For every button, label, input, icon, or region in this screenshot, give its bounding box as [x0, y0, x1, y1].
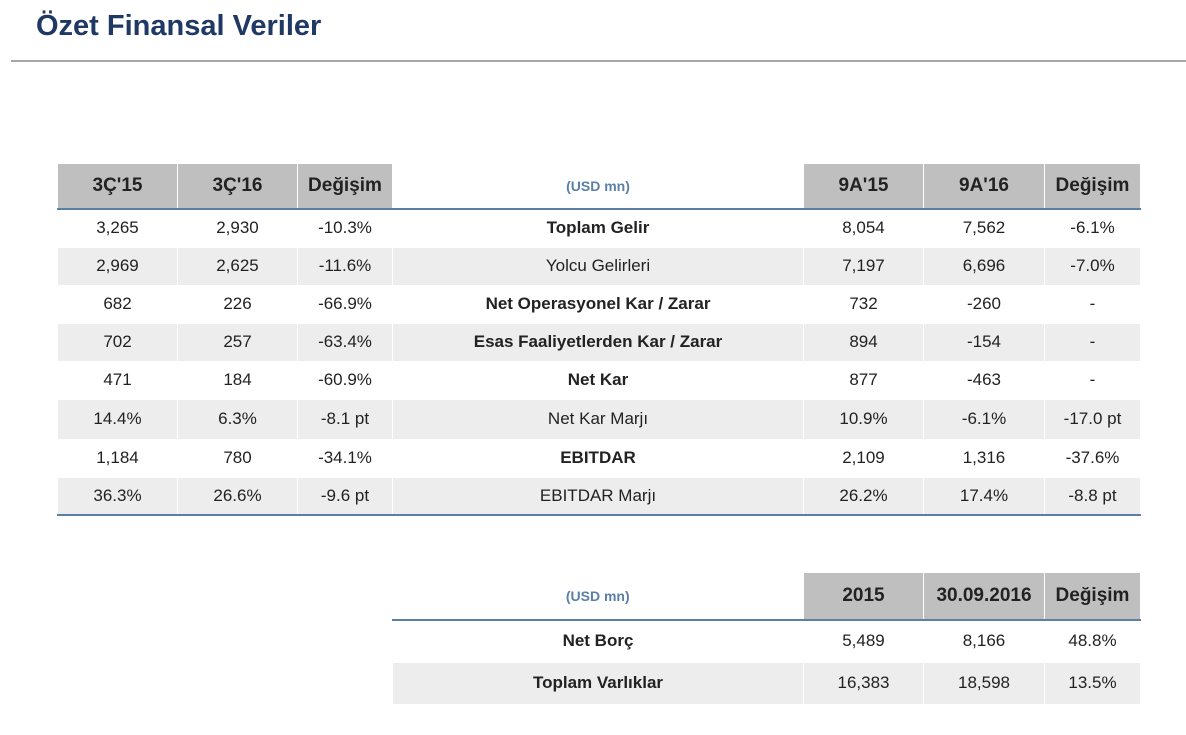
table-row: 3,265 2,930 -10.3% Toplam Gelir 8,054 7,… — [57, 209, 1141, 248]
cell-2015: 16,383 — [803, 662, 924, 705]
cell-quarter-change: -10.3% — [297, 209, 393, 248]
cell-9m-2015: 894 — [803, 323, 924, 362]
cell-change: 48.8% — [1044, 620, 1141, 663]
column-header-9m-change: Değişim — [1044, 164, 1141, 210]
cell-9m-2016: -463 — [923, 361, 1045, 400]
table-header-row: 3Ç'15 3Ç'16 Değişim (USD mn) 9A'15 9A'16… — [57, 164, 1141, 210]
balance-sheet-table: (USD mn) 2015 30.09.2016 Değişim Net Bor… — [392, 573, 1141, 705]
cell-q3-2016: 26.6% — [177, 477, 298, 516]
unit-label: (USD mn) — [392, 164, 804, 210]
column-header-9m-2016: 9A'16 — [923, 164, 1045, 210]
cell-9m-2016: 17.4% — [923, 477, 1045, 516]
row-label: EBITDAR — [392, 439, 804, 478]
row-label: EBITDAR Marjı — [392, 477, 804, 516]
cell-9m-2015: 7,197 — [803, 247, 924, 286]
row-label: Net Borç — [392, 620, 804, 663]
cell-9m-2015: 10.9% — [803, 399, 924, 440]
title-divider — [11, 60, 1186, 62]
cell-q3-2015: 682 — [57, 285, 178, 324]
summary-financials-table: 3Ç'15 3Ç'16 Değişim (USD mn) 9A'15 9A'16… — [57, 164, 1141, 516]
cell-9m-change: -17.0 pt — [1044, 399, 1141, 440]
column-header-q3-2015: 3Ç'15 — [57, 164, 178, 210]
cell-q3-2015: 471 — [57, 361, 178, 400]
cell-9m-change: -6.1% — [1044, 209, 1141, 248]
table-row: 2,969 2,625 -11.6% Yolcu Gelirleri 7,197… — [57, 247, 1141, 286]
table-row: 471 184 -60.9% Net Kar 877 -463 - — [57, 361, 1141, 400]
row-label: Toplam Varlıklar — [392, 662, 804, 705]
column-header-30-09-2016: 30.09.2016 — [923, 573, 1045, 621]
cell-q3-2015: 2,969 — [57, 247, 178, 286]
table-row: 36.3% 26.6% -9.6 pt EBITDAR Marjı 26.2% … — [57, 477, 1141, 516]
cell-q3-2015: 1,184 — [57, 439, 178, 478]
cell-quarter-change: -8.1 pt — [297, 399, 393, 440]
column-header-quarter-change: Değişim — [297, 164, 393, 210]
cell-quarter-change: -11.6% — [297, 247, 393, 286]
cell-q3-2016: 184 — [177, 361, 298, 400]
cell-quarter-change: -9.6 pt — [297, 477, 393, 516]
cell-q3-2015: 36.3% — [57, 477, 178, 516]
table-row: 702 257 -63.4% Esas Faaliyetlerden Kar /… — [57, 323, 1141, 362]
cell-9m-change: - — [1044, 285, 1141, 324]
cell-change: 13.5% — [1044, 662, 1141, 705]
cell-q3-2016: 2,930 — [177, 209, 298, 248]
cell-30-09-2016: 8,166 — [923, 620, 1045, 663]
row-label: Esas Faaliyetlerden Kar / Zarar — [392, 323, 804, 362]
cell-q3-2016: 2,625 — [177, 247, 298, 286]
page-title: Özet Finansal Veriler — [36, 10, 322, 42]
cell-quarter-change: -63.4% — [297, 323, 393, 362]
column-header-2015: 2015 — [803, 573, 924, 621]
cell-9m-2016: 1,316 — [923, 439, 1045, 478]
table-row: Toplam Varlıklar 16,383 18,598 13.5% — [392, 662, 1141, 705]
cell-q3-2016: 257 — [177, 323, 298, 362]
cell-q3-2015: 702 — [57, 323, 178, 362]
column-header-9m-2015: 9A'15 — [803, 164, 924, 210]
cell-q3-2015: 3,265 — [57, 209, 178, 248]
cell-9m-change: - — [1044, 323, 1141, 362]
table-row: 1,184 780 -34.1% EBITDAR 2,109 1,316 -37… — [57, 439, 1141, 478]
cell-9m-2015: 8,054 — [803, 209, 924, 248]
cell-9m-change: -7.0% — [1044, 247, 1141, 286]
table-row: 14.4% 6.3% -8.1 pt Net Kar Marjı 10.9% -… — [57, 399, 1141, 440]
cell-quarter-change: -66.9% — [297, 285, 393, 324]
cell-9m-2016: -260 — [923, 285, 1045, 324]
row-label: Yolcu Gelirleri — [392, 247, 804, 286]
cell-9m-2015: 732 — [803, 285, 924, 324]
cell-9m-2015: 2,109 — [803, 439, 924, 478]
row-label: Toplam Gelir — [392, 209, 804, 248]
cell-q3-2015: 14.4% — [57, 399, 178, 440]
row-label: Net Kar Marjı — [392, 399, 804, 440]
unit-label: (USD mn) — [392, 573, 804, 621]
cell-9m-2016: -154 — [923, 323, 1045, 362]
row-label: Net Operasyonel Kar / Zarar — [392, 285, 804, 324]
table-header-row: (USD mn) 2015 30.09.2016 Değişim — [392, 573, 1141, 621]
column-header-q3-2016: 3Ç'16 — [177, 164, 298, 210]
table-row: 682 226 -66.9% Net Operasyonel Kar / Zar… — [57, 285, 1141, 324]
cell-9m-2016: 6,696 — [923, 247, 1045, 286]
cell-q3-2016: 780 — [177, 439, 298, 478]
column-header-change: Değişim — [1044, 573, 1141, 621]
cell-quarter-change: -60.9% — [297, 361, 393, 400]
cell-q3-2016: 6.3% — [177, 399, 298, 440]
cell-9m-2016: -6.1% — [923, 399, 1045, 440]
cell-30-09-2016: 18,598 — [923, 662, 1045, 705]
cell-quarter-change: -34.1% — [297, 439, 393, 478]
cell-9m-2016: 7,562 — [923, 209, 1045, 248]
cell-9m-change: -8.8 pt — [1044, 477, 1141, 516]
table-row: Net Borç 5,489 8,166 48.8% — [392, 620, 1141, 663]
cell-9m-2015: 26.2% — [803, 477, 924, 516]
row-label: Net Kar — [392, 361, 804, 400]
cell-9m-change: - — [1044, 361, 1141, 400]
cell-9m-2015: 877 — [803, 361, 924, 400]
cell-2015: 5,489 — [803, 620, 924, 663]
cell-q3-2016: 226 — [177, 285, 298, 324]
cell-9m-change: -37.6% — [1044, 439, 1141, 478]
